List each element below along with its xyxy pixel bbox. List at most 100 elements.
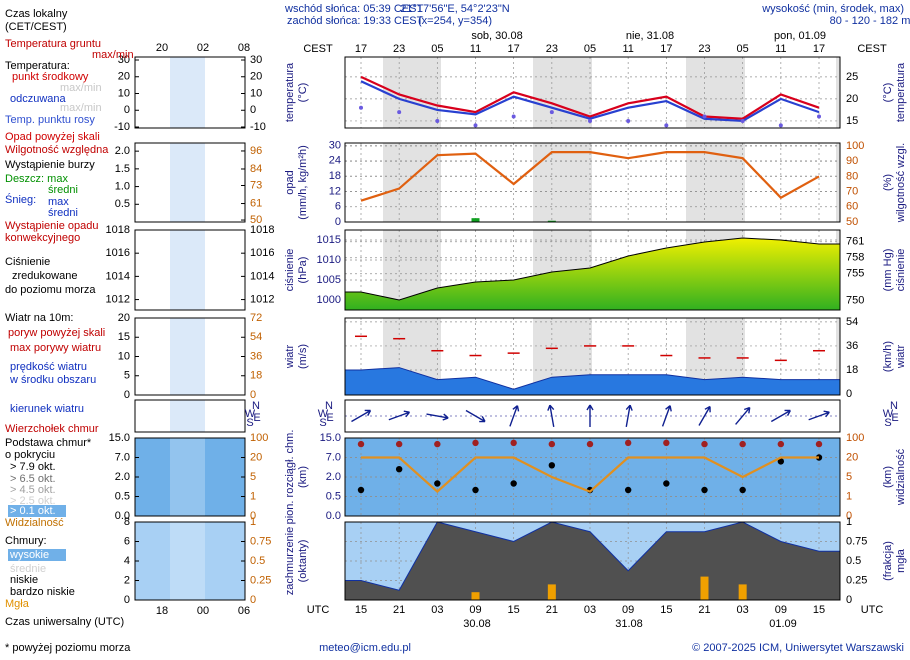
tick-label: 1 <box>846 516 852 528</box>
tick-label: 20 <box>846 93 858 105</box>
tick-label: 1 <box>250 490 256 502</box>
legend-label: do poziomu morza <box>5 284 96 296</box>
wind-arrow <box>388 410 411 421</box>
day-label: 01.09 <box>769 618 797 630</box>
y-title: ciśnienie <box>284 249 296 292</box>
wind-arrow <box>586 404 594 427</box>
night-band <box>383 57 441 128</box>
cest-tick: 23 <box>393 43 405 55</box>
series-bar <box>700 576 709 600</box>
night-band <box>533 143 592 222</box>
legend-label: max porywy wiatru <box>10 342 101 354</box>
cest-tick: 17 <box>660 43 672 55</box>
tick-label: 2.0 <box>115 145 130 157</box>
utc-label: UTC <box>861 604 884 616</box>
mini-day <box>170 230 205 310</box>
y2-title: temperatura <box>895 62 907 122</box>
tick-label: 50 <box>250 214 262 226</box>
series-dot <box>739 440 746 448</box>
tick-label: 1 <box>846 490 852 502</box>
grid-point: (x=254, y=354) <box>418 15 492 27</box>
night-band <box>836 318 840 395</box>
tick-label: 0 <box>124 104 130 116</box>
y2-title: (°C) <box>882 83 894 103</box>
tick-label: 755 <box>846 268 864 280</box>
legend-label: Widzialność <box>5 517 64 529</box>
mini-time: 20 <box>156 42 168 54</box>
mini-day <box>170 57 205 128</box>
utc-tick: 09 <box>469 604 481 616</box>
tick-label: 6 <box>124 535 130 547</box>
tick-label: 7.0 <box>115 451 130 463</box>
tick-label: 7.0 <box>326 451 341 463</box>
series-bar <box>547 220 556 222</box>
tick-label: 4 <box>124 555 130 567</box>
legend-label: > 4.5 okt. <box>10 484 56 496</box>
tick-label: 30 <box>250 54 262 66</box>
legend-label: Podstawa chmur* <box>5 437 92 449</box>
series-dot <box>626 118 631 123</box>
legend-label: Opad powyżej skali <box>5 131 100 143</box>
series-dot <box>510 480 517 487</box>
panel-frame <box>344 56 841 129</box>
tick-label: 2.0 <box>326 471 341 483</box>
tick-label: 0 <box>124 594 130 606</box>
legend-label: Temperatura gruntu <box>5 38 101 50</box>
tick-label: 6 <box>335 201 341 213</box>
legend-label: > 7.9 okt. <box>10 461 56 473</box>
utc-tick: 21 <box>546 604 558 616</box>
utc-tick: 09 <box>775 604 787 616</box>
legend-label: odczuwana <box>10 93 67 105</box>
tick-label: 0 <box>250 104 256 116</box>
tick-label: 24 <box>329 155 341 167</box>
cest-label: CEST <box>303 43 333 55</box>
tick-label: 0 <box>124 389 130 401</box>
mini-frame <box>134 229 246 311</box>
mini-day <box>170 318 205 395</box>
tick-label: 80 <box>846 170 858 182</box>
series-dot <box>357 440 365 448</box>
legend-label: konwekcyjnego <box>5 232 80 244</box>
tick-label: 73 <box>250 179 262 191</box>
tick-label: 0.75 <box>250 535 271 547</box>
y2-title: wiatr <box>895 345 907 370</box>
legend-bg <box>8 505 66 517</box>
series-bar <box>738 584 747 600</box>
legend-label: Ciśnienie <box>5 256 50 268</box>
y2-title: mgła <box>895 548 907 573</box>
tick-label: 18 <box>329 170 341 182</box>
tick-label: 1 <box>250 516 256 528</box>
legend-label: > 6.5 okt. <box>10 473 56 485</box>
tick-label: 36 <box>846 340 858 352</box>
tick-label: 20 <box>118 312 130 324</box>
series-dot <box>549 110 554 115</box>
legend-label: Wystąpienie opadu <box>5 220 98 232</box>
legend-label: Czas uniwersalny (UTC) <box>5 616 124 628</box>
compass: E <box>326 412 333 424</box>
wind-arrow <box>735 406 751 425</box>
tick-label: 0 <box>846 388 852 400</box>
compass: W <box>245 408 256 420</box>
panel-frame <box>344 399 841 433</box>
series-area <box>344 521 841 601</box>
legend-label: Wierzchołek chmur <box>5 423 99 435</box>
series-dot <box>472 486 479 494</box>
cest-tick: 17 <box>508 43 520 55</box>
tick-label: 0.0 <box>326 510 341 522</box>
cest-label: CEST <box>857 43 887 55</box>
mini-panel <box>135 438 245 516</box>
tick-label: 100 <box>846 432 864 444</box>
tick-label: 20 <box>118 71 130 83</box>
y-title: opad <box>284 170 296 194</box>
utc-tick: 15 <box>508 604 520 616</box>
utc-tick: 21 <box>393 604 405 616</box>
cest-tick: 11 <box>470 43 481 55</box>
tick-label: 72 <box>250 312 262 324</box>
tick-label: 1.0 <box>115 180 130 192</box>
series-line <box>361 456 819 494</box>
tick-label: 0 <box>250 389 256 401</box>
legend-label: punkt środkowy <box>12 71 89 83</box>
day-label: 31.08 <box>615 618 643 630</box>
wind-arrow <box>547 404 555 427</box>
